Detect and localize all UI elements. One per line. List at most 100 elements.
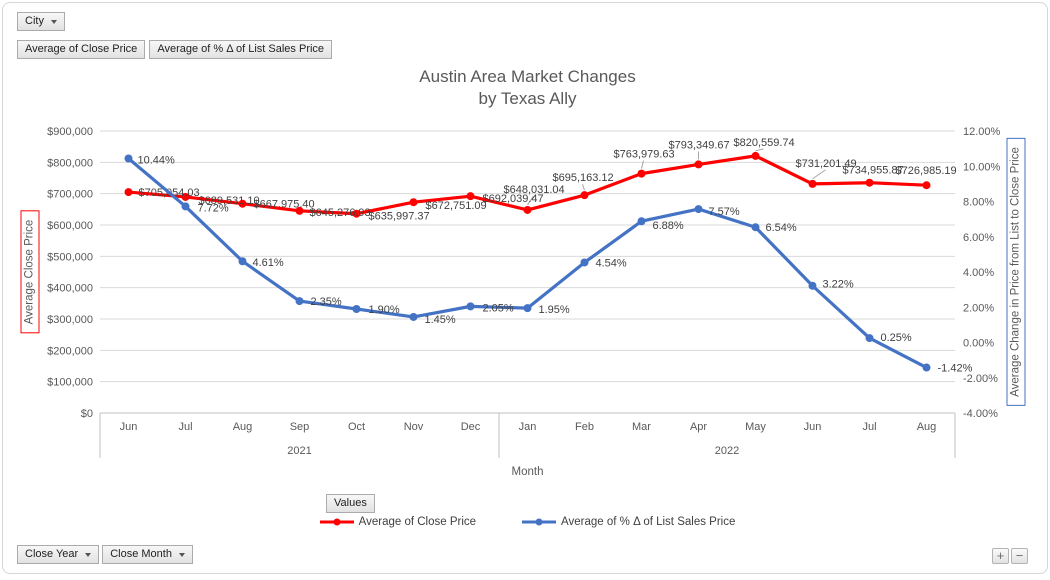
x-axis-month-label: Feb xyxy=(575,421,594,433)
x-axis-month-label: Aug xyxy=(233,421,253,433)
chevron-down-icon xyxy=(178,552,185,557)
data-label: -1.42% xyxy=(938,363,973,375)
close-month-button[interactable]: Close Month xyxy=(102,545,193,564)
data-label: 10.44% xyxy=(138,154,176,166)
x-axis-month-label: Mar xyxy=(632,421,651,433)
data-point-marker xyxy=(409,198,418,207)
data-point-marker xyxy=(865,334,874,343)
right-axis-tick-label: 2.00% xyxy=(963,302,994,314)
data-label: $734,955.87 xyxy=(843,165,904,177)
x-axis-month-label: Jul xyxy=(862,421,876,433)
right-axis-tick-label: 12.00% xyxy=(963,126,1001,138)
data-label: 2.05% xyxy=(483,302,514,314)
left-axis-tick-label: $600,000 xyxy=(47,220,93,232)
data-point-marker xyxy=(238,199,247,208)
data-point-marker xyxy=(295,297,304,306)
legend-item-close-price: Average of Close Price xyxy=(319,516,477,528)
x-axis-month-label: Nov xyxy=(404,421,424,433)
chevron-down-icon xyxy=(50,19,57,24)
field-button-close-price[interactable]: Average of Close Price xyxy=(17,40,146,59)
data-label: $731,201.49 xyxy=(796,158,857,170)
left-axis-tick-label: $0 xyxy=(81,408,93,420)
chart-title-line1: Austin Area Market Changes xyxy=(419,67,636,86)
legend-item-pct-delta: Average of % Δ of List Sales Price xyxy=(522,516,735,528)
left-axis-tick-label: $100,000 xyxy=(47,377,93,389)
field-button-pct-delta[interactable]: Average of % Δ of List Sales Price xyxy=(149,40,333,59)
data-point-marker xyxy=(352,209,361,218)
data-label: 7.57% xyxy=(709,206,740,218)
data-point-marker xyxy=(922,181,931,190)
data-point-marker xyxy=(181,192,190,201)
x-axis-year-label: 2022 xyxy=(715,445,739,457)
x-axis-month-label: Jan xyxy=(519,421,537,433)
zoom-out-button[interactable]: − xyxy=(1011,548,1028,564)
right-axis-tick-label: -4.00% xyxy=(963,408,998,420)
data-label: 0.25% xyxy=(881,332,912,344)
legend-label: Average of % Δ of List Sales Price xyxy=(561,516,736,528)
data-point-marker xyxy=(181,202,190,211)
data-label: $695,163.12 xyxy=(553,172,614,184)
values-field-button[interactable]: Values xyxy=(326,494,375,513)
data-label: $645,276.93 xyxy=(310,207,371,219)
data-point-marker xyxy=(751,151,760,160)
data-point-marker xyxy=(580,191,589,200)
data-point-marker xyxy=(694,160,703,169)
data-label: $793,349.67 xyxy=(669,139,730,151)
close-year-button[interactable]: Close Year xyxy=(17,545,100,564)
data-label-leader xyxy=(527,195,534,206)
left-axis-tick-label: $500,000 xyxy=(47,251,93,263)
data-point-marker xyxy=(409,312,418,321)
x-axis-month-label: Oct xyxy=(348,421,365,433)
legend-label: Average of Close Price xyxy=(358,516,477,528)
data-label: 6.54% xyxy=(766,222,797,234)
right-axis-tick-label: 0.00% xyxy=(963,338,994,350)
data-label: $689,531.10 xyxy=(199,195,260,207)
data-label-leader xyxy=(582,184,585,191)
data-label: $667,975.40 xyxy=(254,199,315,211)
left-axis-tick-label: $800,000 xyxy=(47,157,93,169)
x-axis-month-label: May xyxy=(745,421,766,433)
data-label: 1.90% xyxy=(369,304,400,316)
left-axis-tick-label: $200,000 xyxy=(47,345,93,357)
data-label: 4.54% xyxy=(596,257,627,269)
value-field-buttons: Average of Close Price Average of % Δ of… xyxy=(17,40,333,59)
city-filter-button[interactable]: City xyxy=(17,12,65,31)
data-label: 1.45% xyxy=(425,314,456,326)
left-axis-tick-label: $400,000 xyxy=(47,283,93,295)
x-axis-month-label: Jul xyxy=(178,421,192,433)
right-axis-tick-label: 10.00% xyxy=(963,161,1001,173)
axis-field-buttons: Close Year Close Month xyxy=(17,545,193,564)
data-point-marker xyxy=(808,179,817,188)
x-axis-year-label: 2021 xyxy=(287,445,311,457)
data-label: $726,985.19 xyxy=(896,165,957,177)
data-label-leader xyxy=(641,160,644,169)
data-label: $648,031.04 xyxy=(504,184,565,196)
data-label-leader xyxy=(812,169,826,180)
x-axis-month-label: Jun xyxy=(804,421,822,433)
data-point-marker xyxy=(751,223,760,232)
data-point-marker xyxy=(295,206,304,215)
data-label: $763,979.63 xyxy=(614,149,675,161)
data-point-marker xyxy=(865,178,874,187)
data-label: 4.61% xyxy=(253,257,284,269)
data-label: $692,039.47 xyxy=(483,193,544,205)
legend: Average of Close Price Average of % Δ of… xyxy=(100,516,955,528)
legend-line-icon xyxy=(522,518,557,526)
x-axis-month-label: Sep xyxy=(290,421,310,433)
legend-line-icon xyxy=(319,518,354,526)
x-axis-month-label: Jun xyxy=(120,421,138,433)
x-axis-month-label: Dec xyxy=(461,421,481,433)
data-point-marker xyxy=(808,281,817,290)
x-axis-title: Month xyxy=(512,466,544,478)
data-point-marker xyxy=(466,302,475,311)
data-point-marker xyxy=(466,192,475,201)
zoom-in-button[interactable]: + xyxy=(992,548,1009,564)
data-point-marker xyxy=(580,258,589,267)
data-label: 1.95% xyxy=(539,304,570,316)
chevron-down-icon xyxy=(85,552,92,557)
right-axis-tick-label: 6.00% xyxy=(963,232,994,244)
left-axis-tick-label: $300,000 xyxy=(47,314,93,326)
